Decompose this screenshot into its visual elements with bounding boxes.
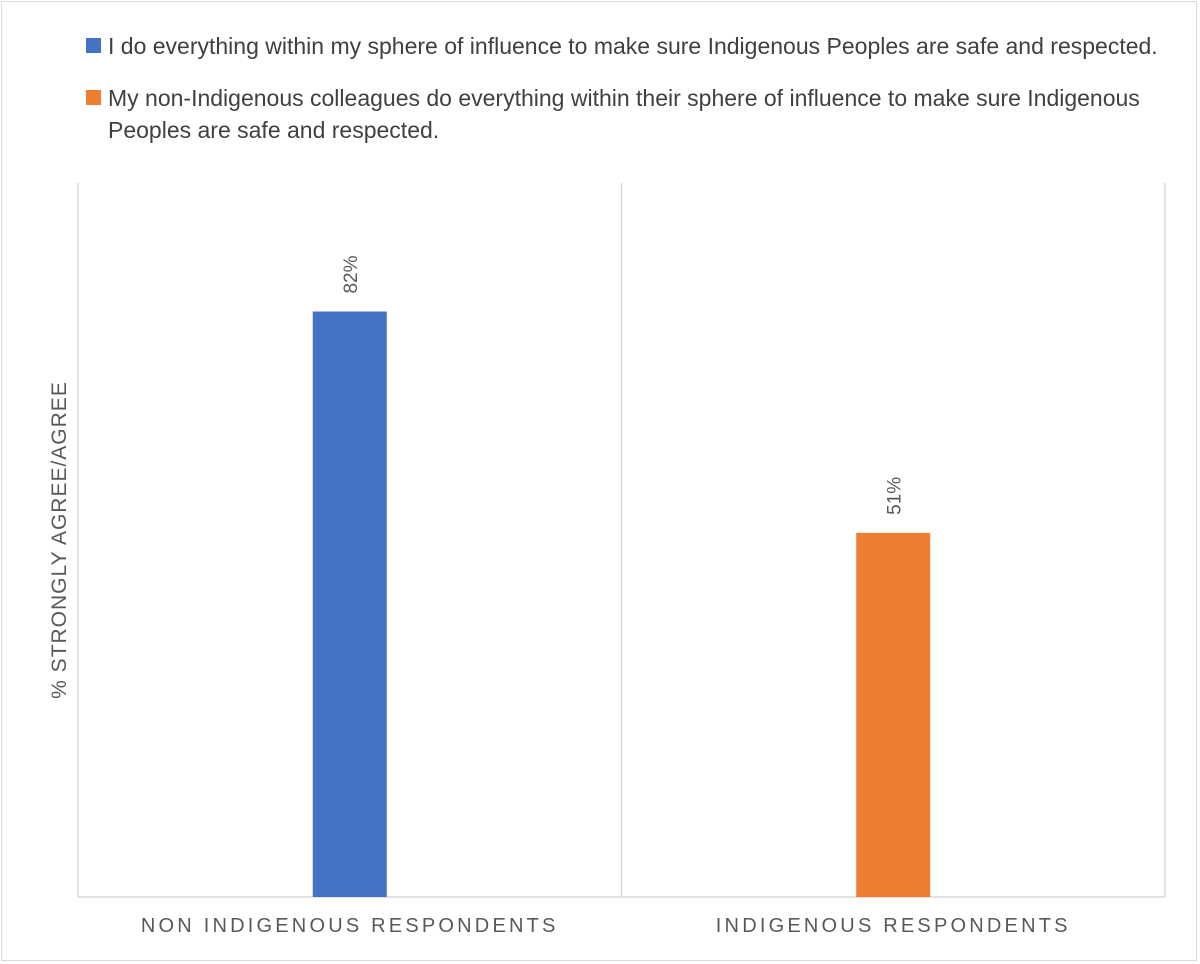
bar-self — [312, 311, 387, 897]
legend: I do everything within my sphere of infl… — [86, 30, 1166, 166]
bar-colleagues — [856, 532, 931, 897]
data-label: 51% — [884, 477, 905, 515]
legend-label-self: I do everything within my sphere of infl… — [108, 33, 1158, 59]
legend-swatch-blue — [86, 38, 101, 53]
data-label: 82% — [341, 255, 362, 293]
legend-swatch-orange — [86, 90, 101, 105]
x-tick-label: NON INDIGENOUS RESPONDENTS — [140, 915, 559, 937]
x-tick-label: INDIGENOUS RESPONDENTS — [715, 915, 1071, 937]
legend-label-colleagues: My non-Indigenous colleagues do everythi… — [108, 85, 1140, 143]
legend-item-self: I do everything within my sphere of infl… — [86, 30, 1166, 62]
legend-item-colleagues: My non-Indigenous colleagues do everythi… — [86, 82, 1166, 146]
